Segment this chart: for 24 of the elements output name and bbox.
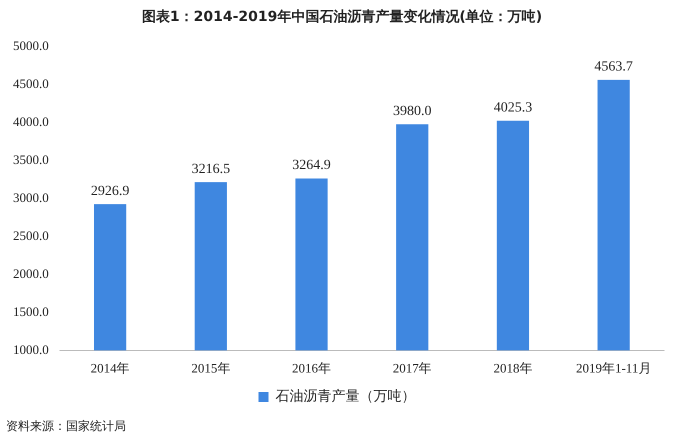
y-tick-label: 3000.0 [13,190,49,206]
legend-label: 石油沥青产量（万吨） [276,388,416,405]
text: 2926.9 [90,184,130,199]
x-tick-label: 2016年 [292,360,332,376]
y-tick-label: 4500.0 [13,76,49,92]
y-tick-label: 2000.0 [13,266,49,281]
text: 3264.9 [292,158,331,174]
x-tick-label: 2018年 [493,360,532,376]
text: 3216.5 [192,162,230,177]
y-tick-label: 3500.0 [13,152,49,168]
text: 4563.7 [594,60,633,75]
x-tick-label: 2019年1-11月 [576,360,652,376]
chart-title: 图表1：2014-2019年中国石油沥青产量变化情况(单位：万吨) [140,8,544,26]
x-tick-label: 2015年 [191,360,230,376]
y-tick-label: 5000.0 [13,38,49,54]
x-tick-label: 2017年 [392,360,432,376]
text: 资料来源：国家统计局 [6,418,126,435]
x-tick-label: 2014年 [90,360,130,376]
text: 3980.0 [392,104,432,119]
y-tick-label: 1500.0 [13,304,49,319]
text: 4025.3 [494,100,532,116]
y-tick-label: 1000.0 [13,342,49,357]
y-tick-label: 2500.0 [13,228,49,243]
y-tick-label: 4000.0 [13,114,49,130]
